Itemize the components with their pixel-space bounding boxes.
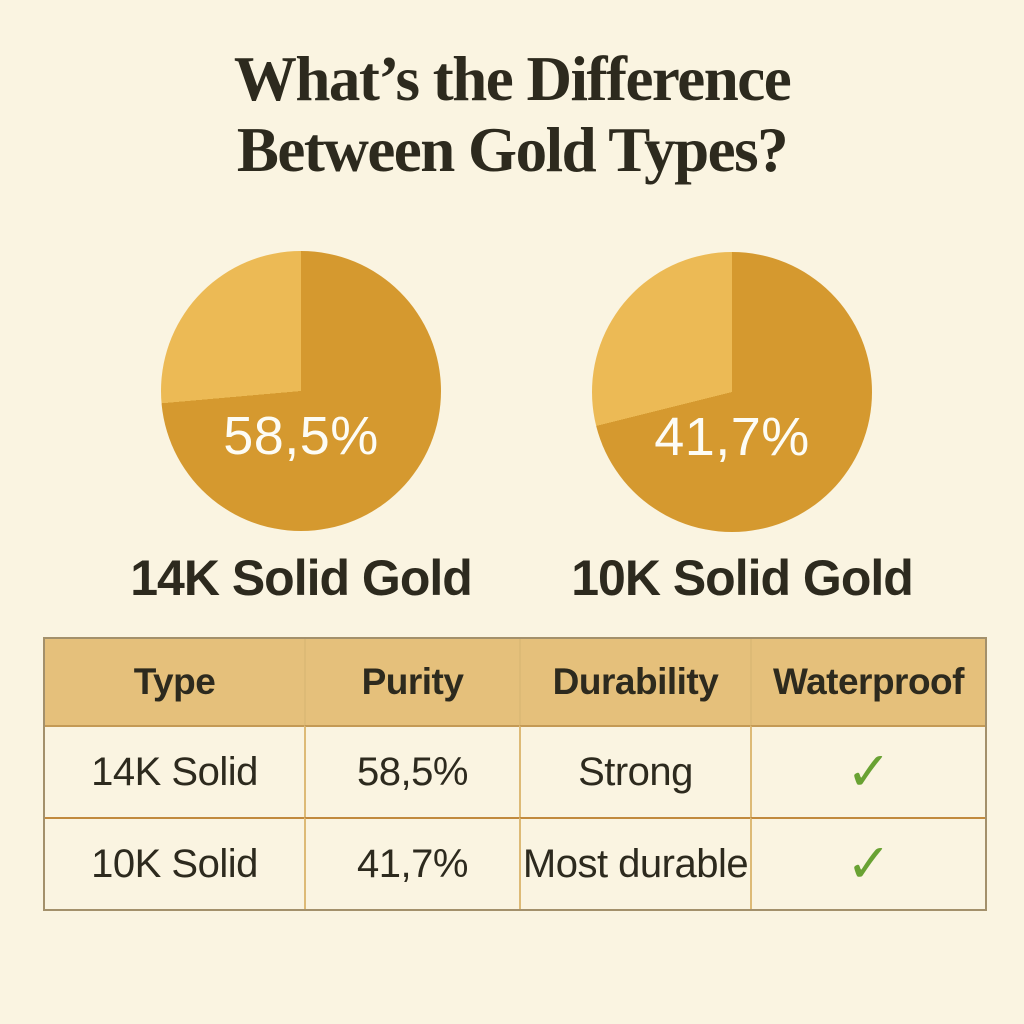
table-cell-durability: Most durable [519,817,750,909]
title-line-2: Between Gold Types? [236,114,789,185]
pie-percentage-label: 58,5% [223,405,379,466]
table-header-type: Type [45,639,304,725]
pie-caption-14k-gold: 14K Solid Gold [130,550,473,606]
table-header-purity: Purity [304,639,519,725]
table-cell-waterproof: ✓ [750,817,985,909]
pie-chart-10k-gold: 41,7% [592,252,872,532]
pie-chart-14k-gold: 58,5% [161,251,441,531]
comparison-table: Type Purity Durability Waterproof 14K So… [43,637,987,911]
table-cell-durability: Strong [519,725,750,817]
table-cell-purity: 41,7% [304,817,519,909]
table-header-durability: Durability [519,639,750,725]
table-cell-purity: 58,5% [304,725,519,817]
table-cell-type: 10K Solid [45,817,304,909]
checkmark-icon: ✓ [846,742,891,802]
pie-caption-10k-gold: 10K Solid Gold [571,550,914,606]
pie-percentage-label: 41,7% [654,406,810,467]
title-line-1: What’s the Difference [233,44,792,114]
page-title: What’s the Difference Between Gold Types… [0,44,1024,185]
table-cell-type: 14K Solid [45,725,304,817]
table-header-waterproof: Waterproof [750,639,985,725]
checkmark-icon: ✓ [846,834,891,894]
table-cell-waterproof: ✓ [750,725,985,817]
